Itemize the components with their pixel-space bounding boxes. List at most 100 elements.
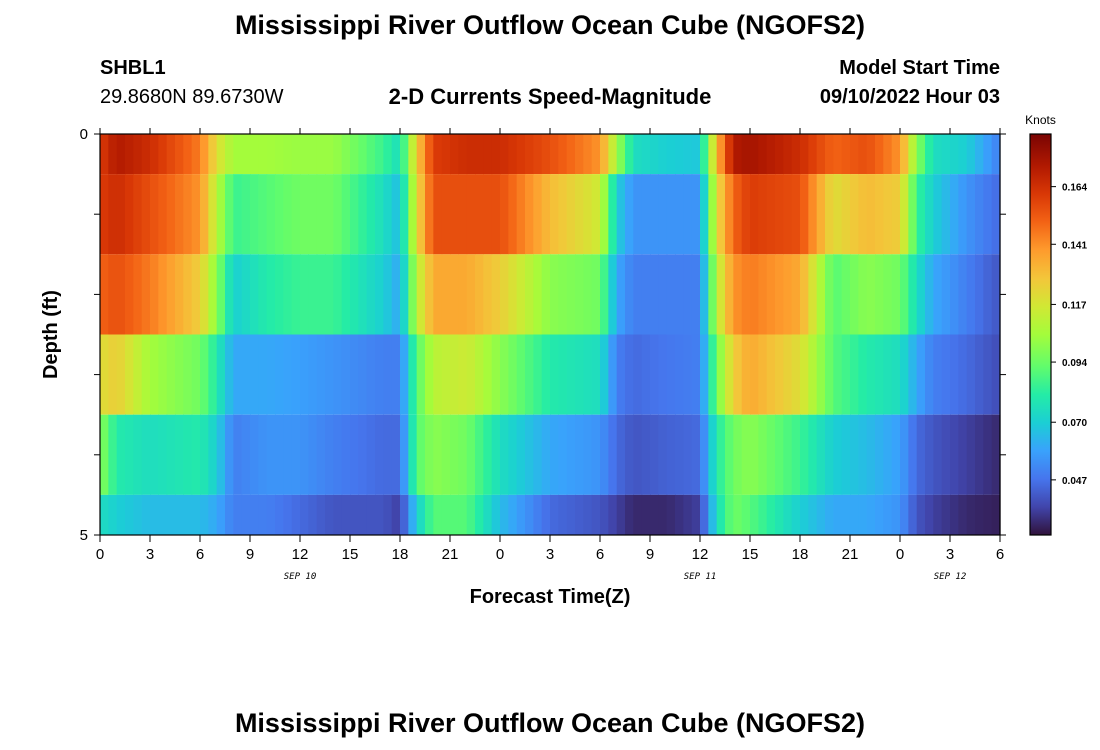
heatmap-cell — [858, 334, 868, 415]
heatmap-cell — [608, 334, 618, 415]
heatmap-cell — [691, 334, 701, 415]
heatmap-cell — [458, 334, 468, 415]
heatmap-cell — [175, 134, 184, 175]
heatmap-cell — [150, 494, 159, 535]
heatmap-cell — [400, 414, 409, 495]
heatmap-cell — [866, 334, 876, 415]
heatmap-cell — [158, 174, 168, 255]
heatmap-cell — [141, 414, 151, 495]
x-tick-label: 3 — [546, 546, 554, 563]
heatmap-cell — [883, 174, 893, 255]
heatmap-cell — [175, 494, 184, 535]
heatmap-cell — [241, 494, 251, 535]
heatmap-cell — [475, 494, 484, 535]
heatmap-cell — [283, 254, 293, 335]
heatmap-cell — [841, 134, 851, 175]
colorbar-tick-label: 0.117 — [1062, 300, 1087, 311]
heatmap-cell — [850, 134, 859, 175]
heatmap-cell — [533, 174, 543, 255]
heatmap-cell — [200, 494, 209, 535]
heatmap-cell — [791, 174, 801, 255]
heatmap-cell — [875, 254, 884, 335]
heatmap-cell — [850, 414, 859, 495]
heatmap-cell — [441, 174, 451, 255]
heatmap-cell — [433, 494, 443, 535]
heatmap-cell — [325, 254, 334, 335]
heatmap-cell — [316, 334, 326, 415]
heatmap-cell — [483, 134, 493, 175]
heatmap-cell — [275, 254, 284, 335]
heatmap-cell — [375, 334, 384, 415]
heatmap-cell — [683, 334, 693, 415]
heatmap-cell — [916, 334, 926, 415]
heatmap-cell — [300, 174, 309, 255]
heatmap-cell — [866, 174, 876, 255]
heatmap-cell — [383, 494, 393, 535]
heatmap-cell — [158, 134, 168, 175]
heatmap-cell — [475, 174, 484, 255]
heatmap-cell — [100, 254, 109, 335]
heatmap-cell — [591, 414, 601, 495]
axes: 0 3 6 9 12 15 18 21 0 3 6 9 12 15 18 21 0 3 6 SEP 10 SEP 11 S… — [80, 126, 1006, 582]
heatmap-cell — [358, 254, 368, 335]
heatmap-cell — [208, 174, 218, 255]
heatmap-cell — [783, 494, 793, 535]
heatmap-cell — [500, 414, 509, 495]
heatmap-cell — [975, 494, 984, 535]
heatmap-cell — [800, 414, 809, 495]
heatmap-cell — [475, 414, 484, 495]
heatmap-cell — [658, 334, 668, 415]
heatmap-cell — [725, 254, 734, 335]
heatmap-cell — [225, 334, 234, 415]
heatmap-cell — [791, 494, 801, 535]
heatmap-cell — [766, 414, 776, 495]
heatmap-cell — [500, 254, 509, 335]
heatmap-cell — [133, 494, 143, 535]
heatmap-cell — [633, 334, 643, 415]
heatmap-cell — [575, 134, 584, 175]
heatmap-cell — [366, 334, 376, 415]
heatmap-cell — [116, 494, 126, 535]
heatmap-cell — [783, 174, 793, 255]
heatmap-cell — [216, 494, 226, 535]
heatmap-cell — [958, 134, 968, 175]
model-start-value: 09/10/2022 Hour 03 — [819, 86, 1000, 108]
heatmap-cell — [725, 174, 734, 255]
heatmap-cell — [466, 494, 476, 535]
heatmap-cell — [900, 414, 909, 495]
x-tick-label: 0 — [96, 546, 104, 563]
heatmap-cell — [850, 254, 859, 335]
heatmap-cell — [966, 174, 976, 255]
heatmap-cell — [850, 334, 859, 415]
heatmap-cell — [483, 494, 493, 535]
heatmap-cell — [316, 254, 326, 335]
heatmap-cell — [875, 174, 884, 255]
heatmap-cell — [166, 414, 176, 495]
heatmap-cell — [966, 494, 976, 535]
heatmap-cell — [741, 254, 751, 335]
heatmap-cell — [875, 334, 884, 415]
heatmap-cell — [458, 174, 468, 255]
heatmap-cell — [183, 134, 193, 175]
heatmap-cell — [608, 174, 618, 255]
heatmap-cell — [258, 254, 268, 335]
heatmap-cell — [383, 254, 393, 335]
heatmap-cell — [183, 494, 193, 535]
heatmap-cell — [225, 134, 234, 175]
heatmap-cell — [466, 334, 476, 415]
heatmap-cell — [366, 494, 376, 535]
heatmap-cell — [316, 414, 326, 495]
heatmap-cell — [966, 134, 976, 175]
heatmap-cell — [183, 334, 193, 415]
heatmap-cell — [175, 334, 184, 415]
heatmap-cell — [933, 134, 943, 175]
heatmap-cell — [933, 254, 943, 335]
heatmap-cell — [533, 334, 543, 415]
date-label: SEP 12 — [934, 572, 967, 582]
heatmap-cell — [266, 414, 276, 495]
heatmap-cell — [450, 134, 459, 175]
heatmap-cell — [141, 174, 151, 255]
heatmap-cell — [416, 174, 426, 255]
heatmap-cell — [266, 134, 276, 175]
heatmap-cell — [875, 134, 884, 175]
